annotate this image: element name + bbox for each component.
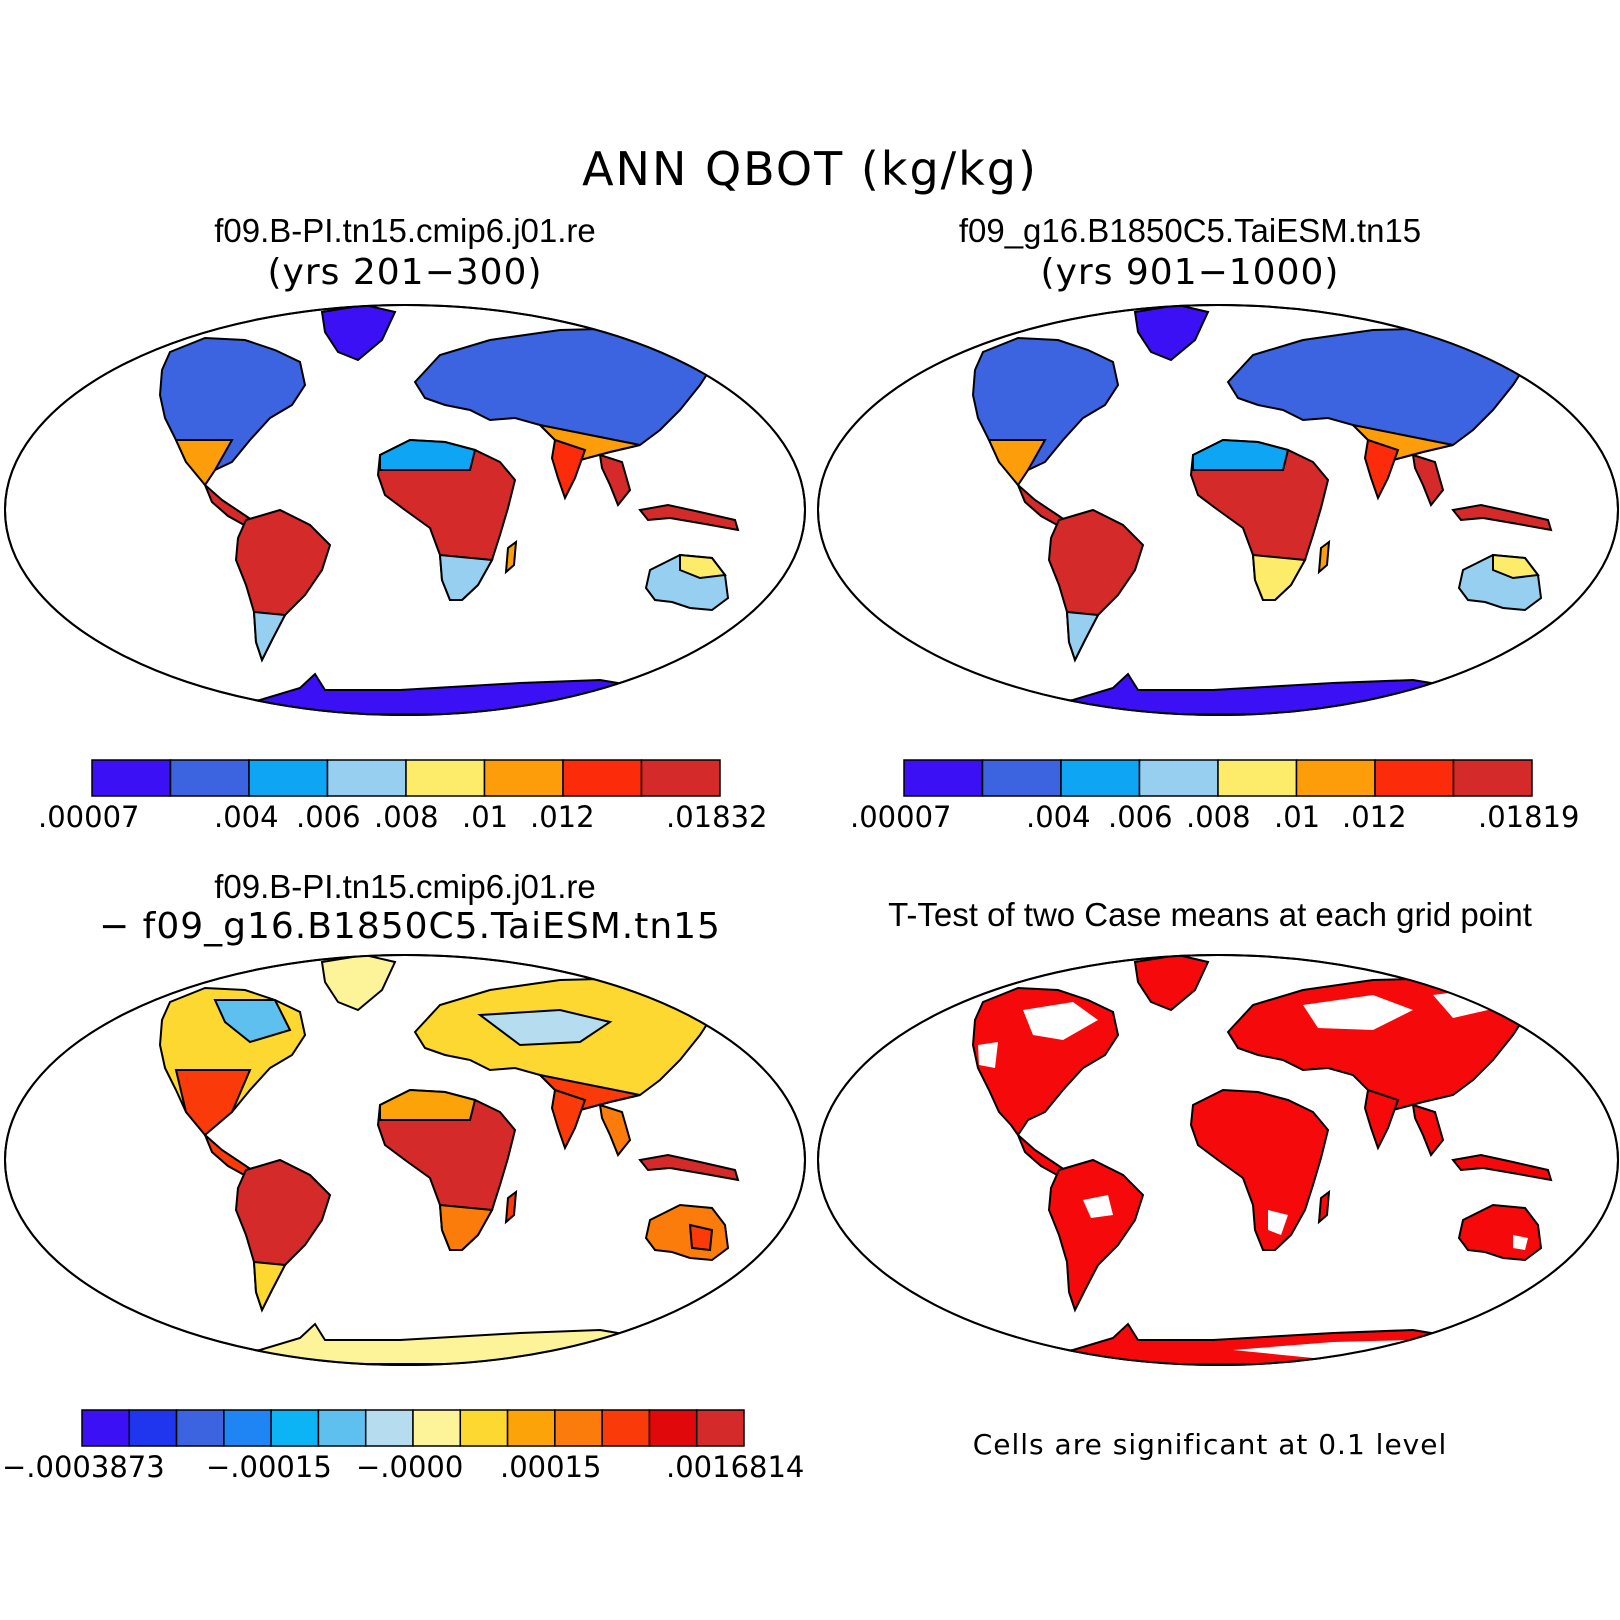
colorbar-diff [81, 1409, 745, 1447]
diff-swatch [506, 1409, 556, 1447]
diff-swatch [270, 1409, 320, 1447]
diff-swatch [601, 1409, 651, 1447]
case1-tick-label: .006 [296, 800, 361, 834]
case2-tick-label: .012 [1342, 800, 1407, 834]
case1-swatch [91, 759, 172, 797]
case1-tick-label: .008 [374, 800, 439, 834]
diff-swatch [695, 1409, 745, 1447]
significance-note: Cells are significant at 0.1 level [972, 1428, 1448, 1461]
case1-tick-label: .00007 [38, 800, 140, 834]
panel-bottom-right-title: T-Test of two Case means at each grid po… [888, 896, 1532, 933]
case2-tick-label: .008 [1186, 800, 1251, 834]
diff-tick-label: .0016814 [666, 1450, 805, 1484]
diff-swatch [554, 1409, 603, 1447]
panel-bottom-left-line2: − f09_g16.B1850C5.TaiESM.tn15 [99, 906, 721, 947]
case1-swatch [169, 759, 250, 797]
diff-swatch [459, 1409, 509, 1447]
case2-tick-label: .00007 [850, 800, 952, 834]
case1-swatch [562, 759, 643, 797]
map-top-left [4, 304, 806, 716]
colorbar-case2 [903, 759, 1533, 797]
case1-tick-label: .012 [530, 800, 595, 834]
diff-swatch [364, 1409, 414, 1447]
panel-top-right-case: f09_g16.B1850C5.TaiESM.tn15 [958, 212, 1422, 249]
diff-swatch [317, 1409, 367, 1447]
diff-swatch [81, 1409, 131, 1447]
case2-tick-label: .01 [1274, 800, 1321, 834]
diff-tick-label: −.0000 [356, 1450, 464, 1484]
case1-swatch [483, 759, 564, 797]
case2-tick-label: .006 [1108, 800, 1173, 834]
case2-tick-label: .01819 [1478, 800, 1580, 834]
diff-swatch [648, 1409, 698, 1447]
case1-tick-label: .004 [214, 800, 279, 834]
case2-swatch [1217, 759, 1298, 797]
diff-swatch [175, 1409, 225, 1447]
case2-tick-label: .004 [1026, 800, 1091, 834]
case2-swatch [1060, 759, 1141, 797]
diff-tick-label: −.0003873 [2, 1450, 165, 1484]
case1-swatch [248, 759, 329, 797]
map-bottom-right [817, 954, 1619, 1366]
diff-swatch [128, 1409, 178, 1447]
case1-swatch [640, 759, 721, 797]
panel-bottom-left-line1: f09.B-PI.tn15.cmip6.j01.re [214, 868, 596, 905]
map-bottom-left [4, 954, 806, 1366]
map-top-right [817, 304, 1619, 716]
case2-swatch [981, 759, 1062, 797]
diff-tick-label: .00015 [500, 1450, 602, 1484]
case2-swatch [1452, 759, 1533, 797]
case1-tick-label: .01832 [666, 800, 768, 834]
case1-swatch [326, 759, 407, 797]
panel-top-left-case: f09.B-PI.tn15.cmip6.j01.re [214, 212, 596, 249]
panel-top-left-years: (yrs 201−300) [267, 252, 543, 293]
case2-swatch [903, 759, 984, 797]
case2-swatch [1138, 759, 1219, 797]
case1-tick-label: .01 [462, 800, 509, 834]
diff-tick-label: −.00015 [206, 1450, 332, 1484]
figure-title: ANN QBOT (kg/kg) [582, 142, 1038, 196]
case2-swatch [1374, 759, 1455, 797]
diff-swatch [223, 1409, 272, 1447]
case2-swatch [1295, 759, 1376, 797]
diff-swatch [412, 1409, 462, 1447]
colorbar-case1 [91, 759, 721, 797]
panel-top-right-years: (yrs 901−1000) [1040, 252, 1340, 293]
case1-swatch [405, 759, 486, 797]
